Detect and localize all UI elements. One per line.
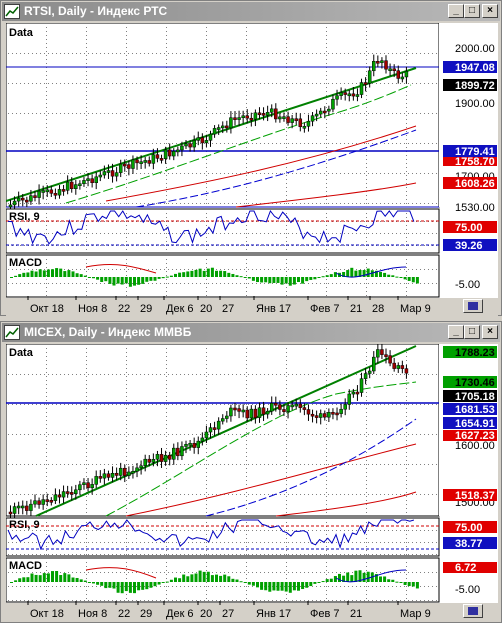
rsi-panel: RSI, 9 75.00 39.26 — [6, 208, 497, 254]
price-axis-label: 1600.00 — [455, 440, 495, 452]
time-axis-label: 27 — [222, 303, 234, 315]
moving-average-red-long — [235, 182, 417, 208]
time-axis-label: 21 — [350, 303, 362, 315]
price-tag: 1788.23 — [455, 347, 495, 359]
window-titlebar[interactable]: RTSI, Daily - Индекс РТС _ □ × — [2, 2, 500, 21]
price-tag-bg — [443, 145, 497, 157]
price-axis-label: 2000.00 — [455, 43, 495, 55]
price-panel-label: Data — [9, 27, 34, 39]
rsi-panel: RSI, 9 75.00 38.77 — [6, 517, 497, 557]
macd-axis-label: -5.00 — [455, 584, 480, 596]
minimize-button[interactable]: _ — [448, 4, 464, 18]
time-axis: Окт 18 Ноя 8 22 29 Дек 6 20 27 Янв 17 Фев 7 21 28 М… — [6, 296, 498, 316]
macd-panel: MACD -5.00 — [6, 254, 480, 298]
price-tag: 1627.23 — [455, 430, 495, 442]
rsi-tag: 39.26 — [455, 240, 483, 252]
chart-area-micex[interactable]: Data 1600.00 1500.00 1788.23 1730.46 170… — [6, 344, 498, 622]
price-axis-label: 1530.00 — [455, 202, 495, 214]
price-panel: Data 2000.00 1900.00 1700.00 1530.00 194… — [6, 23, 498, 214]
time-axis-label: 29 — [140, 303, 152, 315]
moving-average-blue — [135, 129, 417, 208]
maximize-button[interactable]: □ — [464, 325, 480, 339]
time-axis-label: Дек 6 — [166, 303, 194, 315]
time-axis-label: 20 — [200, 608, 212, 620]
rsi-tag: 75.00 — [455, 522, 483, 534]
price-axis-label: 1900.00 — [455, 98, 495, 110]
time-axis-label: Фев 7 — [310, 608, 340, 620]
moving-average-red-long — [275, 491, 417, 517]
price-tag-bg — [443, 61, 497, 73]
macd-panel: MACD 6.72 -5.00 — [6, 557, 497, 603]
close-button[interactable]: × — [482, 4, 498, 18]
price-tag-bg — [443, 177, 497, 189]
price-tag: 1899.72 — [455, 80, 495, 92]
candlesticks — [8, 344, 409, 520]
time-axis-label: Окт 18 — [30, 303, 64, 315]
scroll-right-button[interactable] — [463, 604, 483, 618]
chart-app-icon — [4, 325, 20, 340]
price-panel-label: Data — [9, 347, 34, 359]
price-panel: Data 1600.00 1500.00 1788.23 1730.46 170… — [6, 344, 498, 520]
rsi-tag: 75.00 — [455, 222, 483, 234]
candlesticks — [8, 54, 409, 211]
rsi-panel-label: RSI, 9 — [9, 211, 40, 223]
price-tag: 1654.91 — [455, 418, 495, 430]
price-tag: 1705.18 — [455, 391, 495, 403]
chart-window-rtsi[interactable]: RTSI, Daily - Индекс РТС _ □ × Data 2000… — [0, 0, 502, 316]
macd-axis-label: -5.00 — [455, 279, 480, 291]
rsi-tag: 38.77 — [455, 538, 483, 550]
time-axis-label: 22 — [118, 608, 130, 620]
price-tag: 1947.08 — [455, 62, 495, 74]
chart-app-icon — [4, 4, 20, 19]
time-axis-label: Янв 17 — [256, 303, 291, 315]
price-tag: 1758.70 — [455, 156, 495, 168]
price-tag-bg — [443, 157, 497, 166]
macd-tag: 6.72 — [455, 562, 476, 574]
chart-window-micex[interactable]: MICEX, Daily - Индекс ММВБ _ □ × Data 16… — [0, 321, 502, 623]
time-axis-label: 29 — [140, 608, 152, 620]
moving-average-red — [125, 443, 417, 517]
moving-average-red — [105, 125, 417, 202]
moving-average-blue — [205, 418, 417, 517]
macd-panel-label: MACD — [9, 560, 42, 572]
time-axis-label: 28 — [372, 303, 384, 315]
macd-histogram — [10, 567, 419, 594]
price-tag: 1779.41 — [455, 146, 495, 158]
time-axis-label: Ноя 8 — [78, 608, 107, 620]
moving-average-green — [65, 84, 412, 204]
time-axis-label: Мар 9 — [400, 303, 431, 315]
close-button[interactable]: × — [482, 325, 498, 339]
time-axis-label: Фев 7 — [310, 303, 340, 315]
maximize-button[interactable]: □ — [464, 4, 480, 18]
price-tag: 1681.53 — [455, 404, 495, 416]
price-tag: 1608.26 — [455, 178, 495, 190]
rsi-line — [7, 519, 415, 551]
trendline — [35, 345, 417, 517]
window-title: RTSI, Daily - Индекс РТС — [24, 4, 168, 18]
price-tag-bg — [443, 79, 497, 91]
macd-histogram — [10, 264, 419, 287]
time-axis-label: 27 — [222, 608, 234, 620]
time-axis-label: Окт 18 — [30, 608, 64, 620]
minimize-button[interactable]: _ — [448, 325, 464, 339]
price-tag: 1518.37 — [455, 490, 495, 502]
window-title: MICEX, Daily - Индекс ММВБ — [24, 325, 192, 339]
time-axis-label: Мар 9 — [400, 608, 431, 620]
time-axis-label: Дек 6 — [166, 608, 194, 620]
time-axis-label: Ноя 8 — [78, 303, 107, 315]
chart-area-rtsi[interactable]: Data 2000.00 1900.00 1700.00 1530.00 194… — [6, 23, 498, 316]
time-axis-label: 20 — [200, 303, 212, 315]
time-axis: Окт 18 Ноя 8 22 29 Дек 6 20 27 Янв 17 Фев 7 21 Мар… — [6, 601, 498, 622]
price-tag: 1730.46 — [455, 377, 495, 389]
time-axis-label: 21 — [350, 608, 362, 620]
macd-panel-label: MACD — [9, 257, 42, 269]
scroll-right-button[interactable] — [463, 299, 483, 313]
rsi-line — [7, 209, 415, 245]
time-axis-label: 22 — [118, 303, 130, 315]
rsi-panel-label: RSI, 9 — [9, 519, 40, 531]
window-titlebar[interactable]: MICEX, Daily - Индекс ММВБ _ □ × — [2, 323, 500, 342]
time-axis-label: Янв 17 — [256, 608, 291, 620]
